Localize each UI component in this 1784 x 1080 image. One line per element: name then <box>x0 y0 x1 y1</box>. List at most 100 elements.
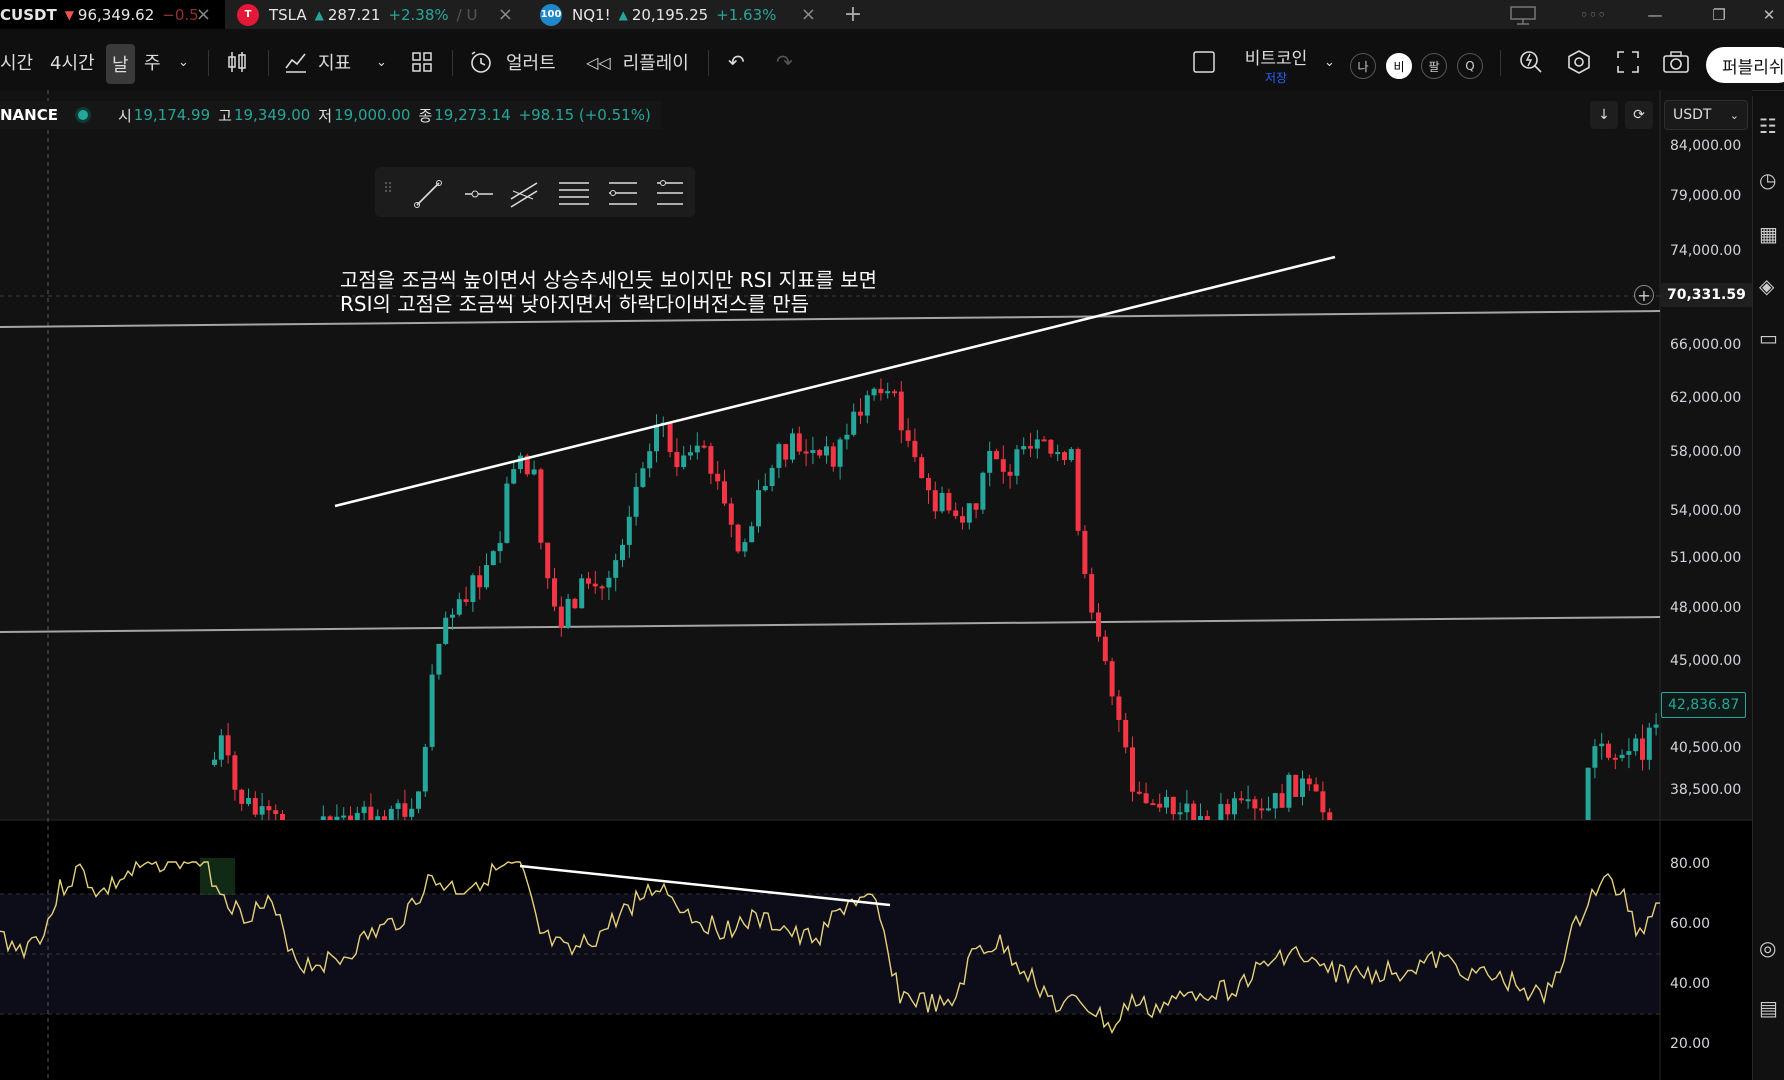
fullscreen-icon[interactable] <box>1616 46 1640 78</box>
candle-body <box>1150 803 1155 805</box>
candle-body <box>1198 816 1203 820</box>
fib-channel-tool-icon[interactable] <box>657 181 683 205</box>
down-arrow-icon: ▼ <box>65 8 74 22</box>
quick-button-q[interactable]: Q <box>1457 53 1483 79</box>
tab-price: 287.21 <box>328 6 381 24</box>
candle-body <box>987 451 992 473</box>
tab-tsla[interactable]: T TSLA ▲ 287.21 +2.38% / U × <box>237 0 527 29</box>
low-value: 19,000.00 <box>334 106 410 124</box>
indicators-label: 지표 <box>318 49 351 75</box>
candle-body <box>953 510 958 516</box>
fib-retracement-tool-icon[interactable] <box>559 183 589 204</box>
candle-body <box>1613 758 1618 760</box>
candles-icon[interactable] <box>226 46 248 78</box>
chart-annotation[interactable]: 고점을 조금씩 높이면서 상승추세인듯 보이지만 RSI 지표를 보면 RSI의… <box>340 268 877 316</box>
candle-body <box>1123 720 1128 747</box>
candle-body <box>1327 812 1332 820</box>
interval-1h[interactable]: 시간 <box>0 46 33 78</box>
candle-body <box>810 450 815 453</box>
trendline-tool-icon[interactable] <box>415 181 442 208</box>
candle-body <box>702 446 707 448</box>
calendar-icon[interactable]: ▤ <box>1759 996 1783 1020</box>
tab-nq1[interactable]: 100 NQ1! ▲ 20,195.25 +1.63% × <box>540 0 830 29</box>
candle-body <box>409 809 414 817</box>
alert-button[interactable]: 얼러트 <box>468 46 556 78</box>
candle-body <box>1259 808 1264 810</box>
publish-button[interactable]: 퍼블리쉬 <box>1706 47 1784 83</box>
watchlist-icon[interactable]: ☷ <box>1759 114 1783 138</box>
price-tick: 58,000.00 <box>1670 444 1741 460</box>
drawing-toolbar: ⠿ <box>375 167 695 217</box>
candle-body <box>1252 799 1257 808</box>
price-chart[interactable] <box>0 90 1752 1080</box>
replay-button[interactable]: ◁◁ 리플레이 <box>586 46 689 78</box>
redo-icon[interactable]: ↷ <box>776 46 793 78</box>
alert-label: 얼러트 <box>506 49 556 75</box>
fib-extension-tool-icon[interactable] <box>609 183 637 204</box>
quick-button-bi[interactable]: 비 <box>1386 53 1412 79</box>
drag-handle-icon[interactable]: ⠿ <box>383 181 393 197</box>
templates-icon[interactable] <box>410 46 434 78</box>
candle-body <box>368 807 373 820</box>
camera-icon[interactable] <box>1662 46 1690 78</box>
window-close-icon[interactable]: ✕ <box>1744 0 1784 29</box>
candle-body <box>1103 637 1108 661</box>
interval-day[interactable]: 날 <box>106 44 135 84</box>
alarm-clock-icon <box>468 49 494 75</box>
calendar-icon[interactable]: ▦ <box>1759 222 1783 246</box>
interval-4h[interactable]: 4시간 <box>50 46 95 78</box>
candle-body <box>450 615 455 618</box>
horizontal-ray-tool-icon[interactable] <box>465 191 493 197</box>
layout-name-button[interactable]: 비트코인 저장 <box>1236 44 1316 86</box>
monitor-icon[interactable] <box>1498 0 1548 29</box>
candle-body <box>872 389 877 395</box>
quick-button-na[interactable]: 나 <box>1350 53 1376 79</box>
tab-symbol: TSLA <box>269 6 307 24</box>
layers-icon[interactable]: ◈ <box>1759 274 1783 298</box>
candle-body <box>321 816 326 820</box>
candle-body <box>402 803 407 817</box>
candle-body <box>1218 804 1223 820</box>
download-icon[interactable]: ↓ <box>1590 101 1618 129</box>
chat-icon[interactable]: ▭ <box>1759 326 1783 350</box>
chevron-down-icon: ⌄ <box>1730 109 1739 122</box>
layout-name: 비트코인 <box>1236 44 1316 69</box>
chevron-down-icon[interactable]: ⌄ <box>376 46 387 78</box>
minimize-icon[interactable]: — <box>1630 0 1680 29</box>
candle-body <box>1089 574 1094 612</box>
chevron-down-icon[interactable]: ⌄ <box>1324 46 1335 78</box>
indicators-button[interactable]: 지표 <box>284 46 351 78</box>
alerts-clock-icon[interactable]: ◷ <box>1759 168 1783 192</box>
interval-week[interactable]: 주 <box>144 46 161 78</box>
currency-select[interactable]: USDT ⌄ <box>1664 100 1748 130</box>
chevron-down-icon[interactable]: ⌄ <box>178 46 189 78</box>
restore-icon[interactable]: ❐ <box>1694 0 1744 29</box>
new-tab-button[interactable]: + <box>838 0 868 29</box>
crosshair-plus-icon[interactable]: + <box>1634 285 1654 305</box>
layout-checkbox-icon[interactable] <box>1192 46 1216 78</box>
candle-body <box>620 545 625 560</box>
settings-icon[interactable] <box>1566 46 1592 78</box>
candle-body <box>946 493 951 510</box>
undo-icon[interactable]: ↶ <box>728 46 745 78</box>
candle-body <box>776 444 781 468</box>
candle-body <box>389 809 394 820</box>
candle-body <box>606 578 611 588</box>
more-icon[interactable]: ◦◦◦ <box>1568 0 1618 29</box>
close-icon[interactable]: × <box>801 4 816 25</box>
parallel-channel-tool-icon[interactable] <box>511 183 537 207</box>
candle-body <box>1307 778 1312 784</box>
candle-body <box>443 618 448 644</box>
candle-body <box>1606 744 1611 758</box>
candle-body <box>396 803 401 809</box>
target-icon[interactable]: ◎ <box>1759 936 1783 960</box>
tab-btcusdt[interactable]: CUSDT ▼ 96,349.62 −0.5 × <box>0 0 225 29</box>
crosshair-price-tag: 70,331.59 <box>1661 283 1752 307</box>
close-icon[interactable]: × <box>196 4 211 25</box>
candle-body <box>504 484 509 543</box>
quick-button-pal[interactable]: 팔 <box>1421 53 1447 79</box>
close-icon[interactable]: × <box>498 4 513 25</box>
sync-icon[interactable]: ⟳ <box>1625 101 1653 129</box>
candle-body <box>831 446 836 466</box>
lightning-search-icon[interactable] <box>1518 46 1544 78</box>
